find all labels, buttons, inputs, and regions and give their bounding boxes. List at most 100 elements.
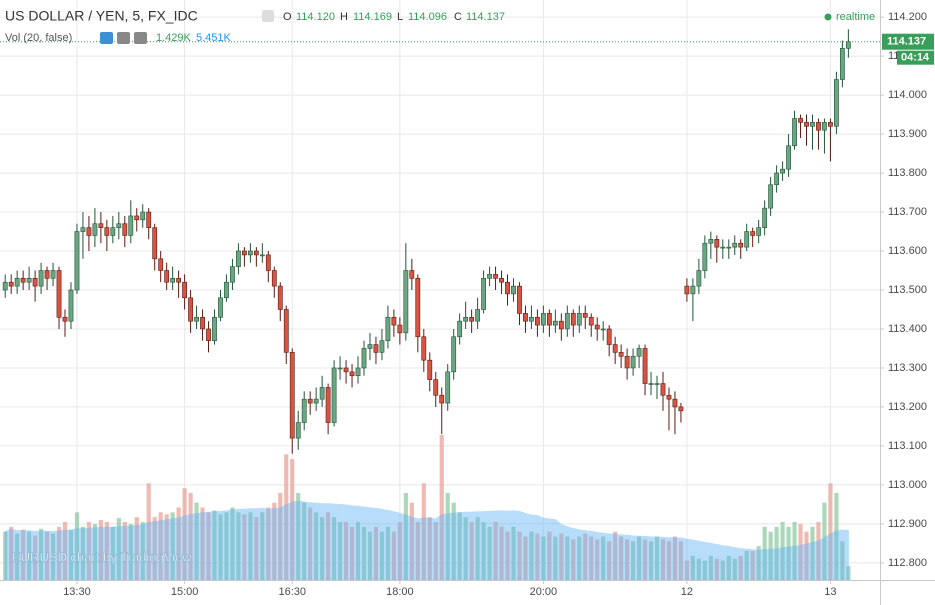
eye-icon[interactable]	[100, 32, 113, 44]
candle-body	[319, 387, 325, 400]
candle-body	[182, 281, 187, 299]
volume-bar	[810, 526, 815, 580]
candle-body	[588, 316, 594, 326]
candle-body	[546, 313, 552, 326]
volume-bar	[630, 541, 636, 580]
candle-body	[140, 211, 146, 221]
candle-body	[708, 239, 714, 244]
volume-bar	[224, 512, 229, 580]
volume-bar	[541, 536, 546, 580]
volume-bar	[457, 512, 462, 580]
candle-body	[206, 328, 211, 341]
y-tick-label: 113.400	[888, 323, 927, 335]
candle-body	[367, 344, 373, 349]
candle-body	[630, 355, 636, 369]
candle-body	[726, 246, 732, 249]
candle-body	[618, 352, 624, 357]
volume-bar	[260, 512, 265, 580]
candle-body	[68, 289, 74, 322]
volume-bar	[314, 512, 319, 580]
candle-body	[104, 227, 110, 236]
candle-body	[74, 231, 80, 291]
volume-bar	[403, 493, 408, 580]
volume-bar	[834, 493, 839, 580]
candle-body	[463, 316, 469, 322]
axes: 114.200114.100114.000113.900113.800113.7…	[63, 11, 934, 598]
volume-bar	[475, 517, 480, 580]
volume-bar	[38, 528, 44, 580]
y-tick-label: 114.000	[888, 89, 927, 101]
volume-value: 1.429K	[156, 32, 192, 44]
y-tick-label: 113.900	[888, 128, 927, 140]
volume-title: Vol (20, false)	[5, 32, 72, 44]
volume-bar	[672, 536, 678, 580]
volume-bar	[302, 502, 307, 580]
candle-body	[666, 394, 672, 400]
volume-bar	[415, 522, 420, 580]
realtime-dot	[824, 13, 832, 21]
candle-body	[487, 274, 492, 279]
volume-bar	[529, 531, 534, 580]
volume-bar	[200, 507, 205, 580]
gear-icon[interactable]	[117, 32, 130, 44]
volume-bar	[68, 529, 74, 580]
y-tick-label: 112.800	[888, 557, 927, 569]
volume-bar	[684, 560, 690, 580]
volume-bar	[206, 512, 211, 580]
volume-bar	[559, 533, 564, 580]
candle-body	[38, 270, 44, 287]
candle-body	[224, 281, 229, 299]
volume-bar	[451, 502, 456, 580]
candle-body	[218, 297, 223, 318]
volume-bar	[642, 539, 648, 580]
volume-bar	[565, 536, 570, 580]
ohlc-value: 114.096	[408, 11, 447, 23]
candle-body	[14, 278, 20, 287]
close-icon[interactable]	[134, 32, 147, 44]
candle-body	[469, 316, 475, 322]
volume-bar	[445, 493, 450, 580]
candle-body	[535, 316, 540, 326]
ohlc-label: H	[340, 11, 348, 23]
volume-bar	[678, 541, 684, 580]
candle-body	[445, 371, 451, 404]
candle-body	[265, 254, 271, 271]
candle-body	[834, 79, 839, 127]
volume-bar	[469, 522, 474, 580]
candle-body	[116, 223, 122, 228]
candle-body	[678, 406, 684, 412]
volume-bar	[266, 507, 271, 580]
settings-icon[interactable]	[262, 10, 274, 22]
volume-bar	[343, 522, 349, 580]
volume-bar	[373, 526, 379, 580]
candle-body	[8, 281, 14, 287]
candle-body	[636, 348, 642, 357]
ohlc-label: O	[283, 11, 292, 23]
volume-bar	[840, 541, 845, 580]
candle-body	[481, 278, 486, 310]
volume-bar	[708, 555, 713, 580]
candle-body	[702, 242, 708, 271]
candle-body	[493, 274, 498, 279]
candle-body	[212, 316, 217, 341]
volume-bar	[284, 454, 289, 580]
candle-body	[20, 278, 26, 283]
volume-bar	[523, 536, 528, 580]
volume-bar	[194, 502, 199, 580]
candle-body	[810, 122, 815, 127]
header: US DOLLAR / YEN, 5, FX_IDC O 114.120 H 1…	[5, 8, 875, 44]
candle-body	[409, 270, 415, 279]
candle-body	[92, 223, 98, 236]
volume-bar	[433, 522, 438, 580]
x-tick-label: 12	[681, 586, 693, 598]
volume-ma-area	[4, 500, 849, 581]
volume-bar	[74, 512, 80, 580]
volume-bar	[738, 555, 743, 580]
volume-bar	[9, 526, 14, 580]
volume-bar	[660, 539, 666, 580]
y-tick-label: 114.200	[888, 11, 927, 23]
candle-body	[242, 250, 247, 256]
candle-body	[134, 215, 140, 221]
volume-bar	[625, 539, 630, 580]
